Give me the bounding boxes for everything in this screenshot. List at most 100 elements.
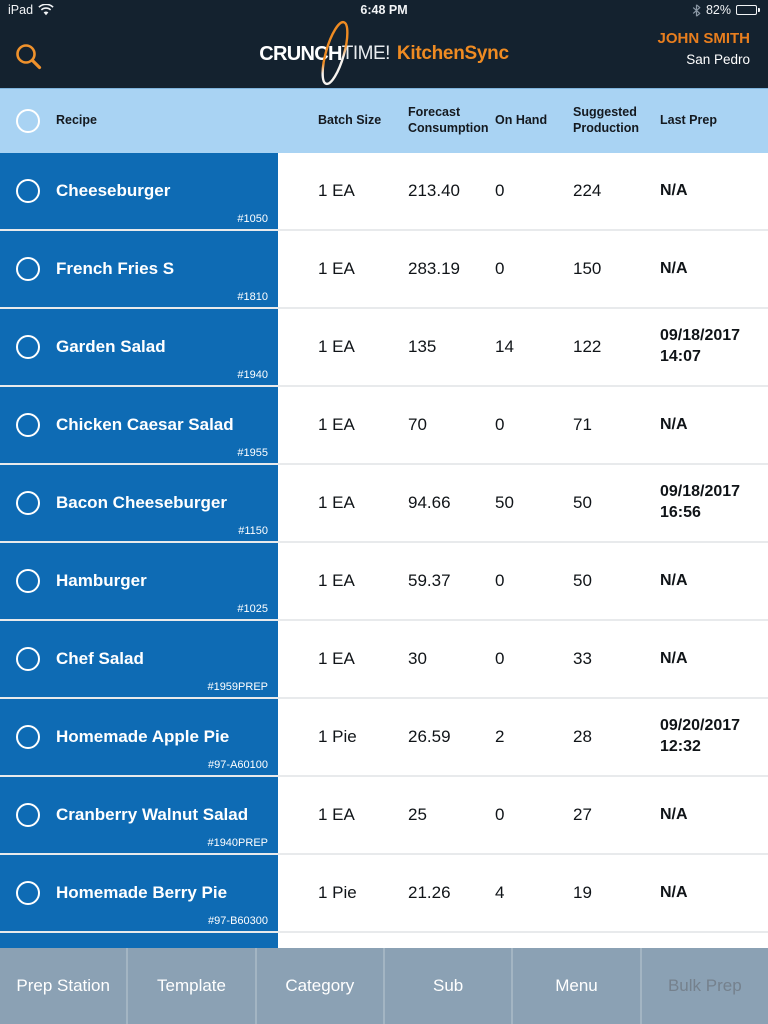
last-prep-value: N/A (660, 415, 688, 433)
table-row[interactable]: Hamburger #1025 1 EA 59.37 0 50 N/A (0, 543, 768, 621)
app-logo: CRUNCH TIME! KitchenSync (0, 20, 768, 88)
forecast-value: 26.59 (408, 727, 451, 746)
bluetooth-icon (692, 3, 701, 17)
column-header-forecast: Forecast Consumption (408, 105, 489, 135)
table-row[interactable]: Bacon Cheeseburger #1150 1 EA 94.66 50 5… (0, 465, 768, 543)
forecast-value: 94.66 (408, 493, 451, 512)
table-row[interactable]: Garden Salad #1940 1 EA 135 14 122 09/18… (0, 309, 768, 387)
batch-size-value: 1 EA (318, 415, 355, 434)
forecast-value: 21.26 (408, 883, 451, 902)
suggested-value: 71 (573, 415, 592, 434)
select-row-circle[interactable] (16, 335, 40, 359)
recipe-panel[interactable]: Homemade Berry Pie #97-B60300 (0, 855, 278, 931)
forecast-value: 25 (408, 805, 427, 824)
forecast-value: 59.37 (408, 571, 451, 590)
recipe-number: #1940PREP (207, 837, 268, 849)
recipe-number: #1940 (237, 369, 268, 381)
batch-size-value: 1 Pie (318, 727, 357, 746)
select-row-circle[interactable] (16, 257, 40, 281)
batch-size-value: 1 EA (318, 493, 355, 512)
forecast-value: 135 (408, 337, 437, 356)
on-hand-value: 50 (495, 493, 514, 512)
select-all-circle[interactable] (16, 109, 40, 133)
recipe-name: Chef Salad (56, 649, 144, 669)
device-label: iPad (8, 3, 34, 17)
recipe-panel[interactable]: Bacon Cheeseburger #1150 (0, 465, 278, 541)
table-row[interactable]: French Fries S #1810 1 EA 283.19 0 150 N… (0, 231, 768, 309)
select-row-circle[interactable] (16, 647, 40, 671)
toolbar-button-category[interactable]: Category (256, 948, 383, 1024)
last-prep-value: N/A (660, 181, 688, 199)
recipe-panel[interactable]: Chicken Caesar Salad #1955 (0, 387, 278, 463)
recipe-panel[interactable]: French Fries S #1810 (0, 231, 278, 307)
recipe-panel[interactable]: Cranberry Walnut Salad #1940PREP (0, 777, 278, 853)
battery-percent: 82% (705, 3, 731, 17)
table-row[interactable]: Chicken Caesar Salad #1955 1 EA 70 0 71 … (0, 387, 768, 465)
batch-size-value: 1 EA (318, 337, 355, 356)
select-row-circle[interactable] (16, 569, 40, 593)
column-header-recipe: Recipe (56, 113, 97, 128)
batch-size-value: 1 EA (318, 805, 355, 824)
bottom-toolbar: Prep Station Template Category Sub Menu Bulk … (0, 948, 768, 1024)
on-hand-value: 0 (495, 805, 505, 824)
recipe-name: Garden Salad (56, 337, 166, 357)
suggested-value: 27 (573, 805, 592, 824)
table-row[interactable]: Cheeseburger #1050 1 EA 213.40 0 224 N/A (0, 153, 768, 231)
table-row[interactable]: Cranberry Walnut Salad #1940PREP 1 EA 25… (0, 777, 768, 855)
recipe-name: Cheeseburger (56, 181, 171, 201)
column-header-last-prep: Last Prep (660, 113, 717, 128)
select-row-circle[interactable] (16, 413, 40, 437)
logo-kitchensync: KitchenSync (396, 43, 509, 64)
user-name: JOHN SMITH (657, 30, 750, 47)
select-row-circle[interactable] (16, 803, 40, 827)
select-row-circle[interactable] (16, 491, 40, 515)
column-header-batch-size: Batch Size (318, 113, 382, 128)
search-icon[interactable] (14, 42, 44, 72)
status-bar: 6:48 PM iPad 82% (0, 0, 768, 20)
toolbar-button-menu[interactable]: Menu (513, 948, 640, 1024)
recipe-number: #1150 (238, 525, 268, 537)
toolbar-button-prep-station[interactable]: Prep Station (0, 948, 127, 1024)
recipe-name: Chicken Caesar Salad (56, 415, 234, 435)
suggested-value: 224 (573, 181, 602, 200)
table-row[interactable]: Homemade Apple Pie #97-A60100 1 Pie 26.5… (0, 699, 768, 777)
user-location: San Pedro (686, 51, 750, 67)
on-hand-value: 4 (495, 883, 505, 902)
logo-crunch: CRUNCH (259, 42, 342, 65)
on-hand-value: 0 (495, 181, 505, 200)
on-hand-value: 2 (495, 727, 505, 746)
suggested-value: 150 (573, 259, 602, 278)
suggested-value: 122 (573, 337, 602, 356)
suggested-value: 33 (573, 649, 592, 668)
toolbar-button-bulk-prep[interactable]: Bulk Prep (641, 948, 768, 1024)
last-prep-value: N/A (660, 259, 688, 277)
toolbar-button-sub[interactable]: Sub (384, 948, 512, 1024)
column-header-suggested: Suggested Production (573, 105, 639, 135)
forecast-value: 283.19 (408, 259, 460, 278)
recipe-panel[interactable]: Garden Salad #1940 (0, 309, 278, 385)
last-prep-value: 09/18/2017 16:56 (660, 483, 741, 521)
select-row-circle[interactable] (16, 881, 40, 905)
table-row[interactable]: Chef Salad #1959PREP 1 EA 30 0 33 N/A (0, 621, 768, 699)
toolbar-button-template[interactable]: Template (128, 948, 255, 1024)
user-info[interactable]: JOHN SMITH San Pedro (657, 30, 750, 69)
partial-row (0, 933, 768, 949)
recipe-panel[interactable]: Chef Salad #1959PREP (0, 621, 278, 697)
table-row[interactable]: Homemade Berry Pie #97-B60300 1 Pie 21.2… (0, 855, 768, 933)
batch-size-value: 1 EA (318, 649, 355, 668)
last-prep-value: 09/20/2017 12:32 (660, 717, 741, 755)
select-row-circle[interactable] (16, 179, 40, 203)
recipe-panel[interactable]: Homemade Apple Pie #97-A60100 (0, 699, 278, 775)
recipe-panel[interactable]: Cheeseburger #1050 (0, 153, 278, 229)
recipe-panel[interactable]: Hamburger #1025 (0, 543, 278, 619)
suggested-value: 19 (573, 883, 592, 902)
recipe-list: Cheeseburger #1050 1 EA 213.40 0 224 N/A… (0, 153, 768, 933)
select-row-circle[interactable] (16, 725, 40, 749)
suggested-value: 50 (573, 493, 592, 512)
recipe-name: Homemade Berry Pie (56, 883, 228, 903)
recipe-name: Cranberry Walnut Salad (56, 805, 249, 825)
battery-icon (736, 5, 760, 15)
recipe-name: Hamburger (56, 571, 147, 591)
recipe-number: #1955 (237, 447, 268, 459)
